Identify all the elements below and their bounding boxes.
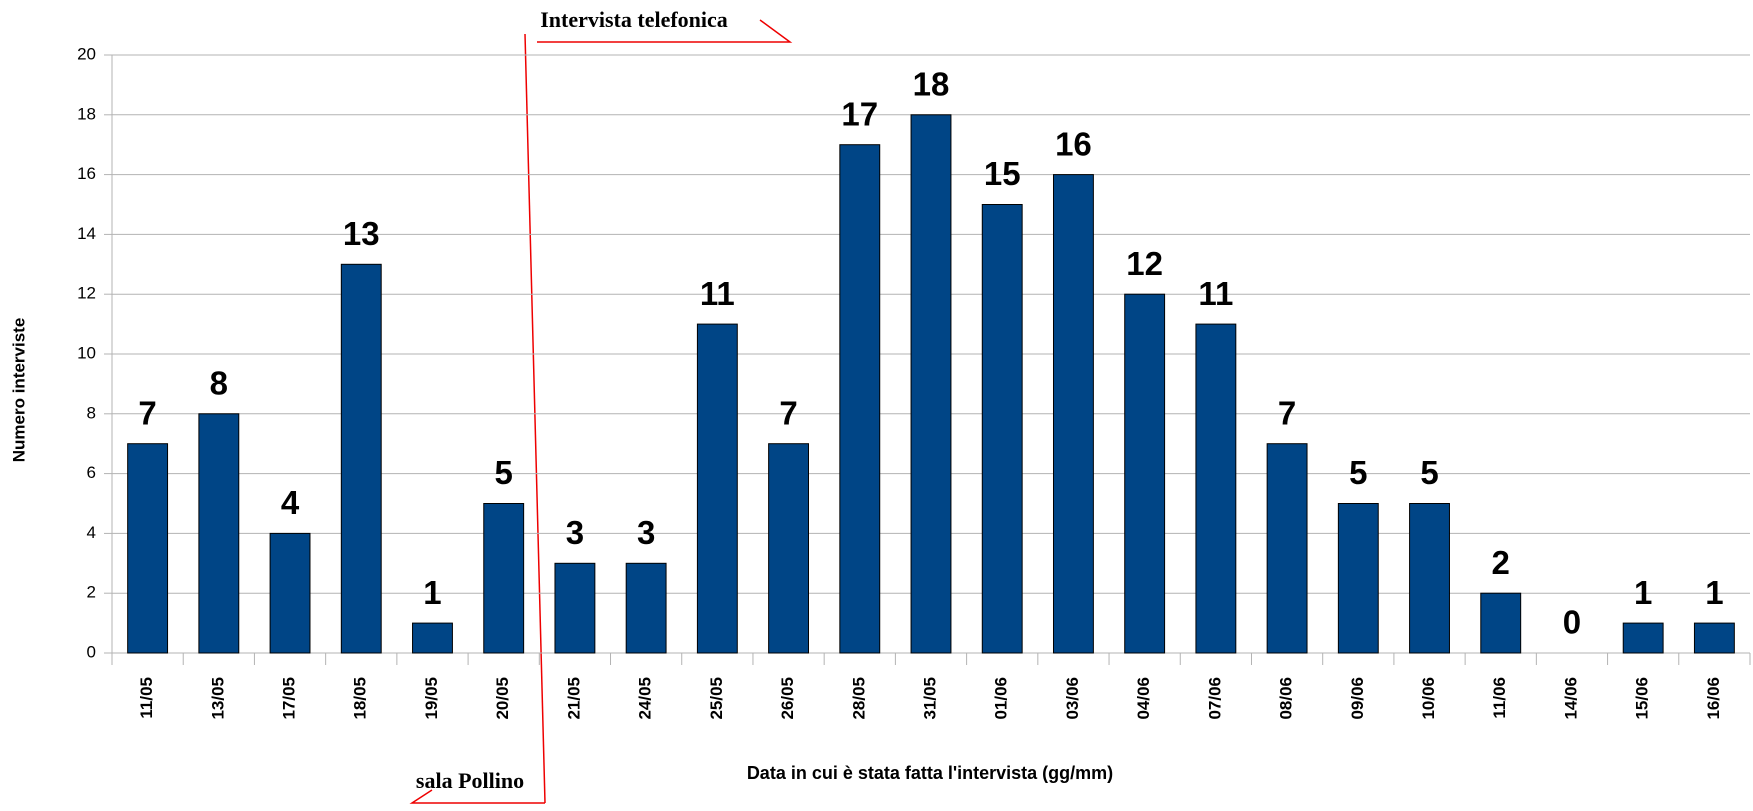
value-label: 17 — [841, 95, 878, 132]
bar — [1337, 503, 1379, 654]
value-label: 11 — [1198, 275, 1233, 312]
x-tick-label: 11/05 — [137, 677, 156, 719]
x-tick-label: 26/05 — [778, 677, 797, 720]
value-label: 5 — [1420, 454, 1438, 491]
annotation: sala Pollino — [416, 768, 524, 793]
x-tick-label: 03/06 — [1063, 677, 1082, 720]
x-tick-label: 25/05 — [707, 677, 726, 720]
y-tick-label: 6 — [87, 463, 96, 482]
x-tick-label: 16/06 — [1704, 677, 1723, 720]
bar — [1409, 503, 1450, 654]
value-label: 4 — [281, 484, 300, 521]
bar — [1693, 622, 1735, 654]
bar — [198, 413, 240, 654]
value-label: 1 — [1705, 574, 1723, 611]
bar — [1052, 174, 1094, 654]
value-label: 11 — [700, 275, 735, 312]
value-label: 18 — [913, 66, 950, 103]
y-tick-label: 18 — [77, 104, 96, 123]
y-tick-label: 14 — [77, 224, 96, 243]
value-label: 3 — [637, 514, 655, 551]
bar — [768, 443, 810, 654]
y-tick-label: 12 — [77, 284, 96, 303]
x-tick-label: 13/05 — [208, 677, 227, 720]
x-tick-label: 07/06 — [1205, 677, 1224, 720]
x-tick-label: 11/06 — [1490, 677, 1509, 719]
x-axis-label: Data in cui è stata fatta l'intervista (… — [747, 763, 1113, 783]
x-tick-label: 24/05 — [636, 677, 655, 720]
y-tick-label: 0 — [87, 642, 96, 661]
x-tick-label: 28/05 — [849, 677, 868, 720]
x-tick-label: 10/06 — [1419, 677, 1438, 720]
bar — [839, 144, 881, 654]
value-label: 7 — [779, 394, 797, 431]
x-tick-label: 19/05 — [422, 677, 441, 720]
value-label: 16 — [1055, 125, 1092, 162]
bar — [910, 114, 952, 654]
x-tick-label: 18/05 — [351, 677, 370, 720]
bar — [127, 443, 169, 654]
bar — [1266, 443, 1308, 654]
bar — [554, 562, 596, 654]
value-label: 5 — [1349, 454, 1367, 491]
x-tick-label: 15/06 — [1633, 677, 1652, 720]
bar — [981, 204, 1023, 654]
y-tick-label: 10 — [77, 343, 96, 362]
x-tick-label: 21/05 — [564, 677, 583, 720]
value-label: 8 — [210, 365, 228, 402]
y-tick-label: 8 — [87, 403, 96, 422]
bar — [340, 263, 382, 654]
annotation-lines — [409, 19, 793, 804]
y-tick-label: 4 — [87, 523, 96, 542]
bar — [1195, 323, 1237, 654]
annotation: Intervista telefonica — [540, 7, 728, 32]
x-tick-label: 14/06 — [1561, 677, 1580, 720]
bar — [269, 532, 311, 654]
value-label: 12 — [1126, 245, 1163, 282]
y-tick-label: 2 — [87, 583, 96, 602]
value-label: 5 — [495, 454, 513, 491]
value-label: 7 — [138, 394, 156, 431]
value-label: 15 — [984, 155, 1021, 192]
bar — [412, 622, 453, 654]
bar — [483, 503, 525, 654]
x-tick-label: 04/06 — [1134, 677, 1153, 720]
value-label: 1 — [423, 574, 441, 611]
x-tick-label: 31/05 — [920, 677, 939, 720]
x-tick-label: 09/06 — [1348, 677, 1367, 720]
value-label: 0 — [1563, 604, 1581, 641]
bar — [625, 562, 667, 654]
x-tick-label: 01/06 — [992, 677, 1011, 720]
x-tick-label: 17/05 — [280, 677, 299, 720]
bar — [1480, 592, 1522, 654]
bar — [696, 323, 738, 654]
value-label: 1 — [1634, 574, 1652, 611]
value-label: 2 — [1492, 544, 1510, 581]
x-tick-label: 08/06 — [1277, 677, 1296, 720]
y-axis-label: Numero interviste — [9, 318, 28, 463]
bar — [1124, 293, 1166, 654]
y-tick-label: 20 — [77, 44, 96, 63]
value-label: 7 — [1278, 394, 1296, 431]
value-label: 3 — [566, 514, 584, 551]
y-tick-label: 16 — [77, 164, 96, 183]
x-tick-label: 20/05 — [493, 677, 512, 720]
value-label: 13 — [343, 215, 380, 252]
bar — [1622, 622, 1664, 654]
